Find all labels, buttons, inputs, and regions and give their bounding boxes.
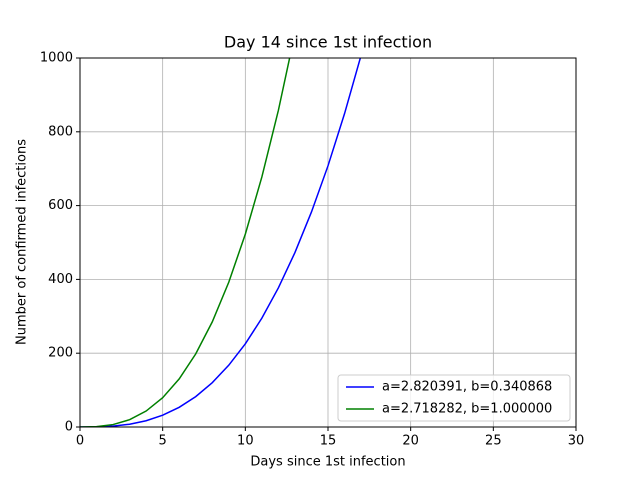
x-tick-label: 25: [485, 434, 502, 449]
x-tick-label: 30: [568, 434, 585, 449]
x-axis-label: Days since 1st infection: [250, 455, 405, 470]
x-tick-label: 0: [76, 434, 84, 449]
legend-box: [337, 374, 571, 422]
ticks: 0 5 10 15 20 25 30 0 200 400 600 800 1000: [40, 51, 584, 449]
y-tick-label: 400: [48, 272, 73, 287]
x-tick-label: 15: [320, 434, 337, 449]
legend-label: a=2.820391, b=0.340868: [382, 380, 552, 395]
plot-lines: [80, 58, 362, 427]
legend-label: a=2.718282, b=1.000000: [382, 402, 552, 417]
x-tick-label: 10: [237, 434, 254, 449]
y-tick-label: 200: [48, 346, 73, 361]
x-tick-label: 5: [159, 434, 167, 449]
y-tick-label: 1000: [40, 51, 73, 66]
y-tick-label: 600: [48, 198, 73, 213]
y-axis-label: Number of confirmed infections: [15, 139, 30, 345]
data-line: [80, 58, 362, 427]
y-tick-label: 0: [65, 420, 73, 435]
x-tick-label: 20: [402, 434, 419, 449]
data-line: [80, 58, 291, 427]
chart-title: Day 14 since 1st infection: [224, 33, 432, 52]
y-tick-label: 800: [48, 124, 73, 139]
legend: a=2.820391, b=0.340868 a=2.718282, b=1.00…: [337, 374, 571, 422]
